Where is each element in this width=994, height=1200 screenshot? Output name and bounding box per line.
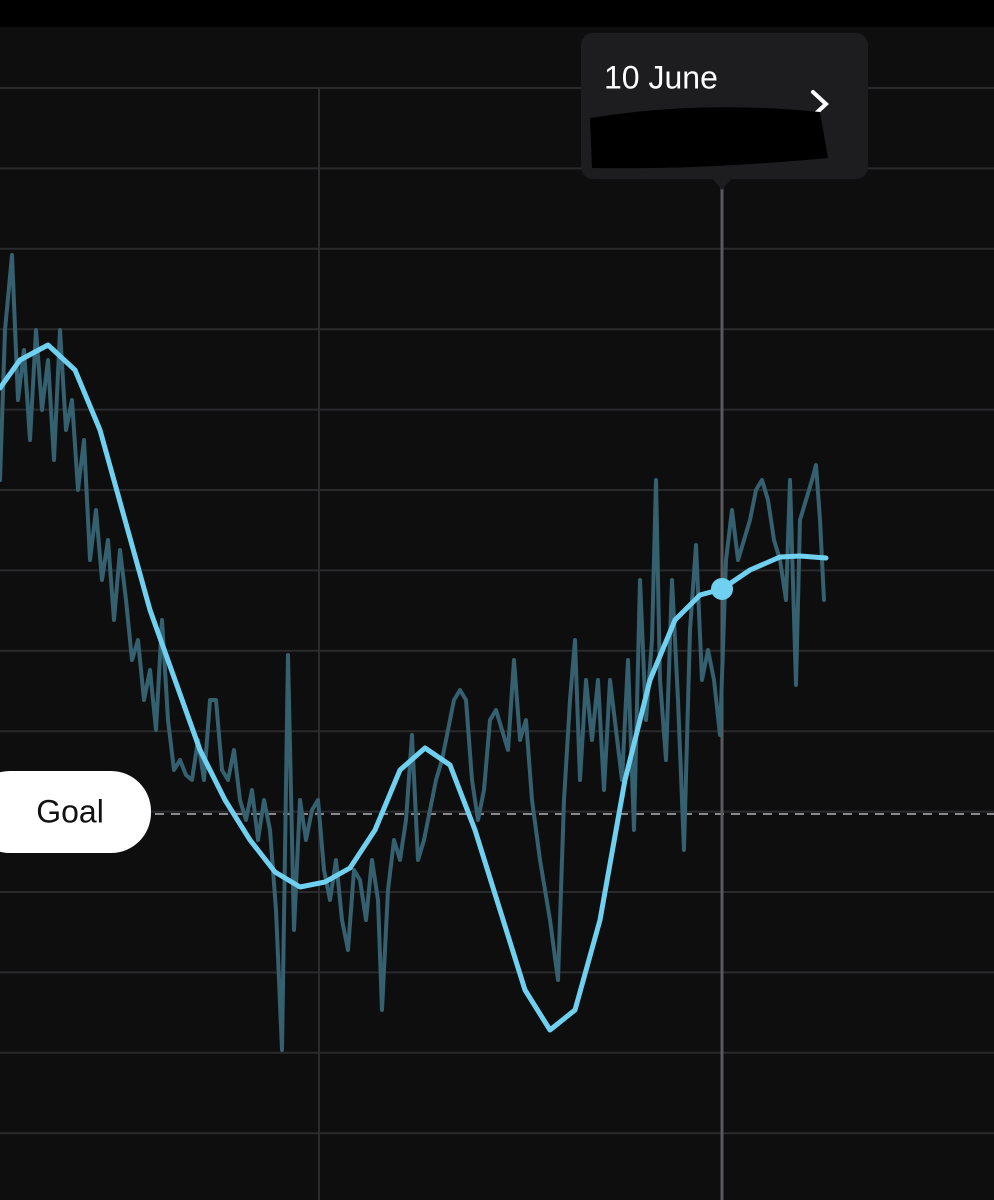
goal: Goal — [0, 771, 151, 853]
tooltip[interactable]: 10 June — [581, 33, 868, 190]
tooltip-pointer — [712, 178, 732, 190]
redacted-value — [590, 107, 828, 169]
tooltip-date: 10 June — [604, 59, 718, 95]
highlight-point — [711, 578, 733, 600]
plot — [0, 179, 994, 1200]
status-bar — [0, 0, 994, 27]
series-line — [0, 253, 826, 1052]
series-line — [0, 342, 829, 1033]
goal-label: Goal — [36, 793, 104, 829]
goal-pill[interactable] — [0, 771, 151, 853]
